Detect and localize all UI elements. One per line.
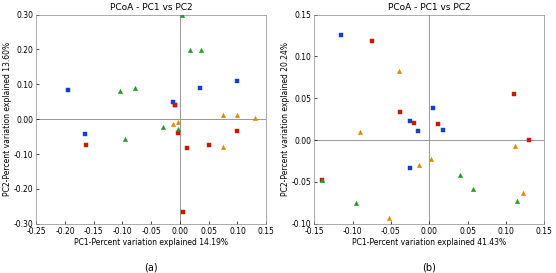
Point [178,209,187,214]
Text: (a): (a) [145,263,158,273]
Point [415,163,424,167]
Point [174,120,183,124]
Point [434,122,443,126]
Point [168,121,177,126]
Y-axis label: PC2-Percent variation explained 13.60%: PC2-Percent variation explained 13.60% [3,42,12,196]
Point [63,88,72,92]
Point [406,165,415,170]
Point [368,39,376,43]
Point [233,129,242,133]
Title: PCoA - PC1 vs PC2: PCoA - PC1 vs PC2 [388,3,470,12]
Point [524,138,533,142]
Point [469,186,478,191]
Point [171,102,180,107]
Point [317,178,326,182]
Point [429,106,438,111]
Point [219,113,227,117]
Point [233,79,242,83]
Point [413,129,422,133]
Point [131,86,140,90]
Point [510,144,519,148]
Point [455,173,464,177]
Point [158,125,167,129]
Point [384,230,393,235]
Text: (b): (b) [423,263,436,273]
Point [317,178,326,182]
Point [356,130,365,134]
Point [219,145,227,149]
Point [115,88,124,93]
Point [185,48,194,52]
Point [177,12,186,17]
Point [174,127,183,131]
Y-axis label: PC2-Percent variation explained 20.24%: PC2-Percent variation explained 20.24% [281,42,290,196]
X-axis label: PC1-Percent variation explained 14.19%: PC1-Percent variation explained 14.19% [75,238,229,247]
Title: PCoA - PC1 vs PC2: PCoA - PC1 vs PC2 [110,3,192,12]
Point [336,32,345,37]
Point [81,132,90,136]
Point [233,113,242,117]
Point [82,143,91,147]
Point [396,110,405,115]
Point [406,119,415,123]
Point [171,102,180,107]
Point [409,120,418,125]
X-axis label: PC1-Percent variation explained 41.43%: PC1-Percent variation explained 41.43% [352,238,507,247]
Point [204,143,213,147]
Point [182,146,191,150]
Point [396,229,405,233]
Point [196,86,205,90]
Point [197,48,206,53]
Point [168,100,177,104]
Point [352,201,361,205]
Point [513,199,522,203]
Point [174,131,183,135]
Point [385,216,394,220]
Point [250,116,259,121]
Point [439,128,448,132]
Point [394,69,403,74]
Point [509,92,518,96]
Point [121,137,130,142]
Point [426,156,435,161]
Point [518,191,527,195]
